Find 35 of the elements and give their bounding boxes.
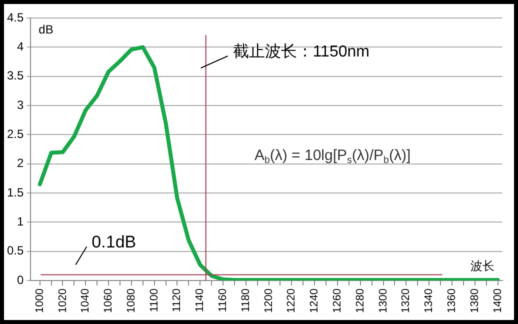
x-tick-label: 1380 (468, 288, 481, 314)
y-tick-label: 4 (16, 39, 24, 54)
x-tick-label: 1140 (194, 288, 206, 312)
y-tick-label: 0 (16, 272, 24, 287)
y-tick-label: 4.5 (6, 10, 24, 24)
x-tick-label: 1020 (56, 288, 69, 314)
y-tick-label: 3.5 (6, 68, 24, 83)
x-axis-title: 波长 (470, 258, 494, 273)
y-tick-label: 0.5 (6, 244, 24, 258)
x-tick-label: 1120 (171, 288, 184, 312)
x-tick-label: 1400 (492, 288, 504, 314)
x-tick-label: 1080 (125, 288, 138, 314)
x-tick-label: 1220 (286, 288, 298, 314)
y-tick-label: 1.5 (6, 185, 24, 200)
x-tick-label: 1100 (148, 288, 160, 312)
x-tick-label: 1300 (377, 288, 390, 314)
y-axis-title: dB (38, 22, 54, 36)
x-tick-label: 1260 (332, 288, 344, 314)
x-tick-label: 1340 (423, 288, 436, 314)
x-tick-label: 1360 (446, 288, 458, 314)
x-tick-label: 1280 (354, 288, 366, 314)
y-tick-label: 2.5 (6, 126, 24, 141)
x-tick-label: 1040 (80, 288, 92, 314)
y-tick-label: 1 (16, 214, 24, 228)
y-tick-label: 3 (16, 98, 24, 112)
x-tick-label: 1200 (262, 288, 275, 314)
x-tick-label: 1240 (308, 288, 321, 314)
ref-line-label: 截止波长：1150nm (232, 42, 370, 60)
x-tick-label: 1320 (400, 288, 412, 314)
x-tick-label: 1180 (240, 288, 252, 312)
y-tick-label: 2 (16, 156, 24, 170)
ref-line-label: 0.1dB (92, 232, 136, 252)
x-tick-label: 1060 (102, 288, 115, 314)
x-tick-label: 1000 (34, 288, 46, 314)
x-tick-label: 1160 (217, 288, 230, 312)
